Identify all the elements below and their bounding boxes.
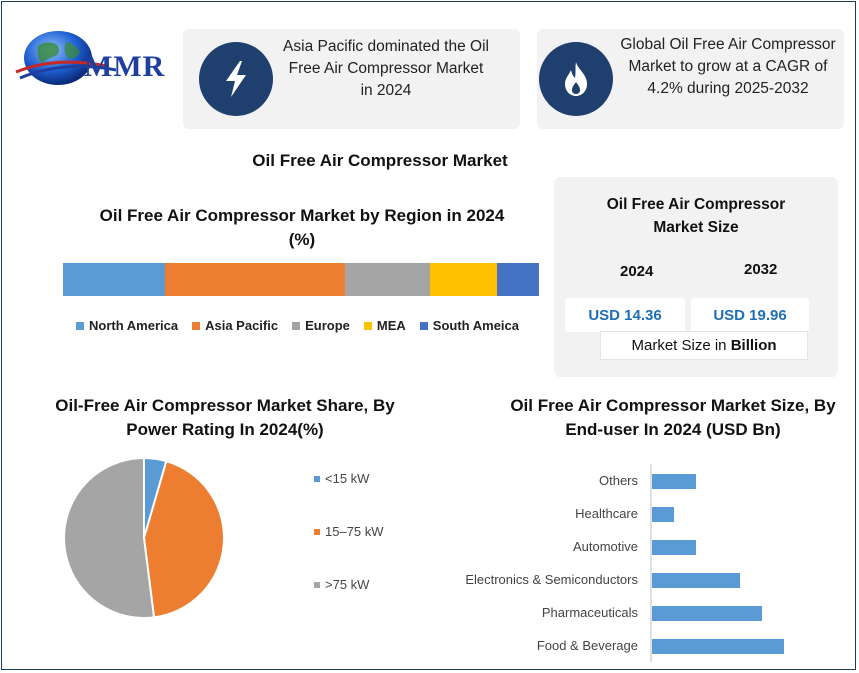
power-rating-pie bbox=[63, 456, 225, 619]
region-bar-segment-3 bbox=[429, 263, 498, 296]
region-legend-item: North America bbox=[76, 318, 178, 333]
region-bar-segment-1 bbox=[164, 263, 345, 296]
legend-swatch bbox=[314, 475, 320, 482]
region-legend-item: Asia Pacific bbox=[192, 318, 278, 333]
pie-chart-title: Oil-Free Air Compressor Market Share, By… bbox=[55, 396, 395, 439]
enduser-bar-chart bbox=[650, 464, 784, 662]
legend-swatch bbox=[292, 321, 301, 330]
region-legend: North America Asia Pacific Europe MEA South … bbox=[76, 318, 519, 333]
pie-legend-item: >75 kW bbox=[314, 577, 369, 592]
flame-icon bbox=[539, 42, 613, 116]
legend-label: >75 kW bbox=[325, 577, 370, 592]
pie-slice-2 bbox=[63, 456, 156, 619]
market-size-title: Oil Free Air Compressor Market Size bbox=[606, 196, 786, 236]
enduser-bar bbox=[652, 507, 674, 522]
market-size-unit: Market Size in Billion bbox=[600, 331, 808, 360]
enduser-category-label: Food & Beverage bbox=[536, 638, 638, 653]
legend-label: Europe bbox=[305, 318, 350, 333]
enduser-bar bbox=[652, 540, 696, 555]
enduser-category-label: Others bbox=[598, 473, 638, 488]
region-stacked-bar bbox=[63, 263, 539, 296]
region-bar-segment-4 bbox=[497, 263, 539, 296]
unit-bold: Billion bbox=[730, 337, 777, 354]
mmr-logo: MMR bbox=[14, 28, 174, 98]
legend-label: North America bbox=[89, 318, 179, 333]
legend-label: South Ameica bbox=[432, 318, 519, 333]
lightning-bolt-icon bbox=[199, 42, 273, 116]
market-size-card: Oil Free Air Compressor Market Size 2024… bbox=[554, 177, 838, 377]
enduser-bar bbox=[652, 606, 762, 621]
region-legend-item: MEA bbox=[363, 318, 406, 333]
enduser-bar bbox=[652, 639, 784, 654]
region-legend-item: Europe bbox=[292, 318, 350, 333]
pie-legend-item: <15 kW bbox=[314, 471, 369, 486]
legend-swatch bbox=[76, 321, 84, 330]
enduser-category-label: Automotive bbox=[572, 539, 638, 554]
info-text-cagr: Global Oil Free Air Compressor Market to… bbox=[620, 36, 836, 97]
page-title: Oil Free Air Compressor Market bbox=[252, 151, 508, 170]
logo-text: MMR bbox=[84, 50, 166, 83]
enduser-bar bbox=[652, 573, 740, 588]
info-card-cagr: Global Oil Free Air Compressor Market to… bbox=[537, 29, 844, 129]
value-2024: USD 14.36 bbox=[565, 298, 685, 332]
year-2024: 2024 bbox=[620, 263, 654, 280]
info-text-region: Asia Pacific dominated the Oil Free Air … bbox=[283, 38, 489, 99]
legend-label: <15 kW bbox=[325, 471, 370, 486]
unit-prefix: Market Size in bbox=[631, 337, 731, 354]
legend-label: Asia Pacific bbox=[205, 318, 279, 333]
enduser-bar bbox=[652, 474, 696, 489]
enduser-category-label: Electronics & Semiconductors bbox=[465, 572, 638, 587]
legend-swatch bbox=[314, 528, 320, 535]
pie-legend-item: 15–75 kW bbox=[314, 524, 384, 539]
year-2032: 2032 bbox=[744, 261, 778, 278]
enduser-category-label: Pharmaceuticals bbox=[541, 605, 638, 620]
region-legend-item: South Ameica bbox=[419, 318, 519, 333]
value-2032: USD 19.96 bbox=[691, 298, 809, 332]
legend-swatch bbox=[363, 321, 372, 330]
pie-slice-1 bbox=[142, 459, 225, 619]
info-card-region: Asia Pacific dominated the Oil Free Air … bbox=[183, 29, 520, 129]
legend-label: 15–75 kW bbox=[325, 524, 384, 539]
enduser-chart-title: Oil Free Air Compressor Market Size, By … bbox=[510, 396, 836, 439]
region-bar-segment-0 bbox=[63, 263, 165, 296]
legend-swatch bbox=[314, 581, 320, 588]
globe-icon bbox=[15, 31, 117, 85]
region-chart-title: Oil Free Air Compressor Market by Region… bbox=[99, 206, 505, 249]
legend-swatch bbox=[419, 321, 428, 330]
legend-swatch bbox=[192, 321, 201, 330]
region-bar-segment-2 bbox=[344, 263, 430, 296]
enduser-category-label: Healthcare bbox=[575, 506, 638, 521]
legend-label: MEA bbox=[376, 318, 406, 333]
